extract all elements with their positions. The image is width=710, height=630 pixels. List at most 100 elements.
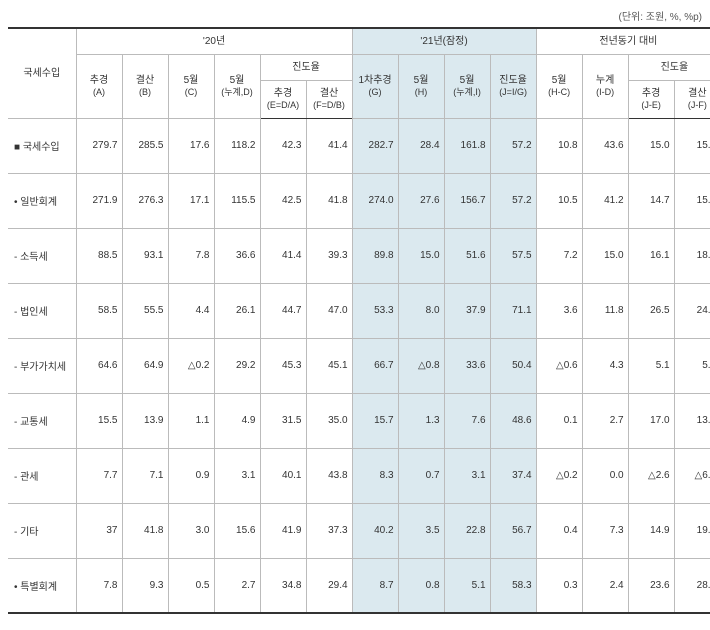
cell-JE: 5.1: [628, 338, 674, 393]
header-JE-s: (J-E): [631, 100, 672, 112]
header-C-s: (C): [171, 87, 212, 99]
row-label: • 일반회계: [8, 173, 76, 228]
header-rowlabel: 국세수입: [8, 28, 76, 118]
cell-I: 161.8: [444, 118, 490, 173]
row-label: • 특별회계: [8, 558, 76, 613]
header-F: 결산(F=D/B): [306, 81, 352, 119]
header-J-t: 진도율: [499, 75, 527, 86]
cell-C: 17.6: [168, 118, 214, 173]
header-group-yoy: 전년동기 대비: [536, 28, 710, 55]
cell-D: 36.6: [214, 228, 260, 283]
cell-H: 1.3: [398, 393, 444, 448]
table-row: - 소득세88.593.17.836.641.439.389.815.051.6…: [8, 228, 710, 283]
header-group-2020: '20년: [76, 28, 352, 55]
cell-J: 37.4: [490, 448, 536, 503]
header-I-s: (누계,I): [447, 87, 488, 99]
cell-D: 26.1: [214, 283, 260, 338]
cell-F: 47.0: [306, 283, 352, 338]
header-G: 1차추경(G): [352, 55, 398, 119]
cell-H: 3.5: [398, 503, 444, 558]
row-label: - 교통세: [8, 393, 76, 448]
cell-B: 93.1: [122, 228, 168, 283]
cell-D: 115.5: [214, 173, 260, 228]
header-JF-t: 결산: [688, 88, 706, 99]
header-D-t: 5월: [230, 75, 245, 86]
header-ID-s: (I-D): [585, 87, 626, 99]
cell-HC: 0.3: [536, 558, 582, 613]
cell-G: 53.3: [352, 283, 398, 338]
cell-F: 41.8: [306, 173, 352, 228]
header-D-s: (누계,D): [217, 87, 258, 99]
cell-H: △0.8: [398, 338, 444, 393]
cell-JF: 5.3: [674, 338, 710, 393]
row-label: - 관세: [8, 448, 76, 503]
header-H-s: (H): [401, 87, 442, 99]
cell-J: 48.6: [490, 393, 536, 448]
header-E: 추경(E=D/A): [260, 81, 306, 119]
table-row: - 기타3741.83.015.641.937.340.23.522.856.7…: [8, 503, 710, 558]
cell-G: 66.7: [352, 338, 398, 393]
header-ID-t: 누계: [596, 75, 614, 86]
cell-JF: 13.6: [674, 393, 710, 448]
header-A: 추경(A): [76, 55, 122, 119]
cell-I: 22.8: [444, 503, 490, 558]
cell-J: 57.2: [490, 118, 536, 173]
cell-B: 13.9: [122, 393, 168, 448]
cell-A: 15.5: [76, 393, 122, 448]
header-C-t: 5월: [184, 75, 199, 86]
cell-JF: △6.4: [674, 448, 710, 503]
cell-E: 41.9: [260, 503, 306, 558]
cell-A: 37: [76, 503, 122, 558]
cell-G: 274.0: [352, 173, 398, 228]
cell-I: 3.1: [444, 448, 490, 503]
header-group-2021: '21년(잠정): [352, 28, 536, 55]
cell-HC: 0.4: [536, 503, 582, 558]
cell-G: 40.2: [352, 503, 398, 558]
header-I-t: 5월: [460, 75, 475, 86]
header-JF: 결산(J-F): [674, 81, 710, 119]
cell-F: 39.3: [306, 228, 352, 283]
cell-ID: 41.2: [582, 173, 628, 228]
cell-D: 4.9: [214, 393, 260, 448]
cell-B: 9.3: [122, 558, 168, 613]
cell-JF: 24.1: [674, 283, 710, 338]
cell-B: 285.5: [122, 118, 168, 173]
cell-J: 71.1: [490, 283, 536, 338]
header-HC-s: (H-C): [539, 87, 580, 99]
cell-J: 58.3: [490, 558, 536, 613]
header-B: 결산(B): [122, 55, 168, 119]
cell-G: 15.7: [352, 393, 398, 448]
cell-E: 44.7: [260, 283, 306, 338]
cell-D: 118.2: [214, 118, 260, 173]
row-label: - 법인세: [8, 283, 76, 338]
cell-I: 33.6: [444, 338, 490, 393]
cell-JF: 15.8: [674, 118, 710, 173]
cell-JF: 15.4: [674, 173, 710, 228]
cell-B: 41.8: [122, 503, 168, 558]
cell-A: 58.5: [76, 283, 122, 338]
cell-A: 271.9: [76, 173, 122, 228]
cell-C: 3.0: [168, 503, 214, 558]
cell-E: 42.3: [260, 118, 306, 173]
cell-E: 42.5: [260, 173, 306, 228]
cell-ID: 4.3: [582, 338, 628, 393]
header-A-t: 추경: [90, 75, 108, 86]
cell-H: 0.8: [398, 558, 444, 613]
cell-H: 28.4: [398, 118, 444, 173]
table-row: - 법인세58.555.54.426.144.747.053.38.037.97…: [8, 283, 710, 338]
cell-A: 88.5: [76, 228, 122, 283]
header-JE-t: 추경: [642, 88, 660, 99]
row-label: - 기타: [8, 503, 76, 558]
header-HC: 5월(H-C): [536, 55, 582, 119]
table-row: - 교통세15.513.91.14.931.535.015.71.37.648.…: [8, 393, 710, 448]
header-ID: 누계(I-D): [582, 55, 628, 119]
header-HC-t: 5월: [552, 75, 567, 86]
cell-I: 7.6: [444, 393, 490, 448]
header-A-s: (A): [79, 87, 120, 99]
header-B-s: (B): [125, 87, 166, 99]
cell-D: 2.7: [214, 558, 260, 613]
cell-ID: 43.6: [582, 118, 628, 173]
cell-D: 3.1: [214, 448, 260, 503]
header-B-t: 결산: [136, 75, 154, 86]
cell-E: 41.4: [260, 228, 306, 283]
